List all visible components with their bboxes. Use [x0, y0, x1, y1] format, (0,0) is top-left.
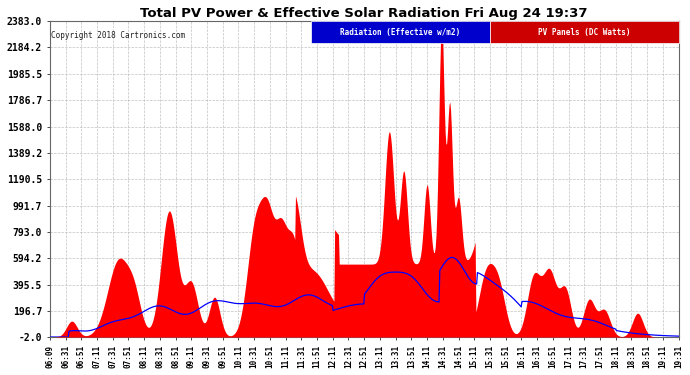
FancyBboxPatch shape [490, 21, 678, 43]
Title: Total PV Power & Effective Solar Radiation Fri Aug 24 19:37: Total PV Power & Effective Solar Radiati… [141, 7, 588, 20]
Text: PV Panels (DC Watts): PV Panels (DC Watts) [538, 28, 631, 37]
Text: Radiation (Effective w/m2): Radiation (Effective w/m2) [340, 28, 460, 37]
FancyBboxPatch shape [310, 21, 490, 43]
Text: Copyright 2018 Cartronics.com: Copyright 2018 Cartronics.com [51, 31, 185, 40]
